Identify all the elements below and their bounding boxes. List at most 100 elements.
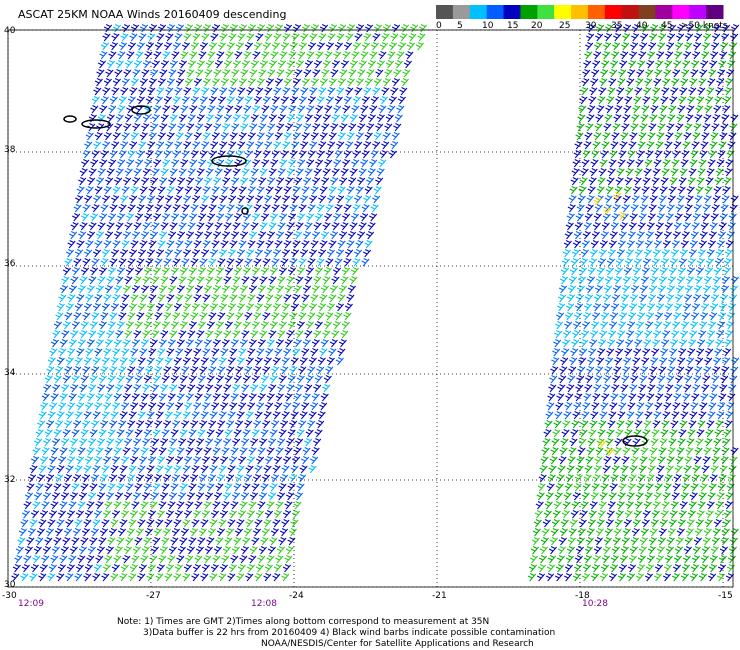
wind-barb bbox=[213, 231, 222, 240]
wind-barb bbox=[611, 294, 621, 303]
wind-barb bbox=[171, 159, 180, 168]
wind-barb bbox=[325, 42, 335, 51]
wind-barb bbox=[685, 276, 695, 285]
wind-barb bbox=[227, 303, 236, 312]
wind-barb bbox=[185, 339, 194, 348]
wind-barb bbox=[641, 357, 650, 366]
wind-barb bbox=[709, 474, 718, 483]
wind-barb bbox=[137, 465, 146, 474]
wind-barb bbox=[654, 564, 663, 573]
wind-barb bbox=[184, 294, 193, 303]
wind-barb bbox=[663, 483, 672, 492]
wind-barb bbox=[310, 78, 319, 87]
wind-barb bbox=[340, 276, 349, 285]
wind-barb bbox=[605, 186, 614, 195]
wind-barb bbox=[643, 420, 652, 429]
wind-barb bbox=[53, 483, 62, 492]
wind-barb bbox=[155, 303, 164, 312]
pass-time: 12:08 bbox=[251, 599, 277, 609]
wind-barb bbox=[135, 474, 145, 483]
wind-barb bbox=[689, 411, 698, 420]
wind-barb bbox=[103, 402, 112, 411]
wind-barb bbox=[142, 438, 151, 447]
wind-barb bbox=[137, 411, 146, 420]
wind-barb bbox=[671, 78, 680, 87]
wind-barb bbox=[212, 501, 221, 510]
wind-barb bbox=[326, 303, 335, 312]
wind-barb bbox=[596, 267, 605, 276]
wind-barb bbox=[641, 519, 650, 528]
wind-barb bbox=[94, 240, 103, 249]
wind-barb bbox=[306, 159, 315, 168]
wind-barb bbox=[141, 69, 150, 78]
wind-barb bbox=[348, 69, 357, 78]
wind-barb bbox=[644, 411, 653, 420]
wind-barb bbox=[204, 123, 213, 132]
wind-barb bbox=[632, 105, 641, 114]
wind-barb bbox=[317, 303, 326, 312]
wind-barb bbox=[117, 528, 126, 537]
wind-barb bbox=[286, 330, 295, 339]
wind-barb bbox=[387, 51, 396, 60]
wind-barb bbox=[719, 294, 729, 303]
wind-barb bbox=[331, 60, 340, 69]
wind-barb bbox=[125, 537, 134, 546]
wind-barb bbox=[692, 546, 701, 555]
wind-barb bbox=[162, 213, 171, 222]
wind-barb bbox=[583, 393, 592, 402]
wind-barb bbox=[640, 447, 649, 456]
wind-barb bbox=[148, 78, 157, 87]
wind-barb bbox=[687, 177, 696, 186]
lon-label: -21 bbox=[432, 591, 447, 601]
wind-barb bbox=[394, 60, 403, 69]
wind-barb bbox=[635, 573, 645, 582]
wind-barb bbox=[725, 492, 734, 501]
wind-barb bbox=[611, 384, 620, 393]
wind-barb bbox=[107, 321, 116, 330]
wind-barb bbox=[108, 474, 118, 483]
wind-barb bbox=[685, 195, 694, 204]
wind-barb bbox=[252, 159, 261, 168]
wind-barb bbox=[672, 483, 681, 492]
wind-barb bbox=[248, 447, 257, 456]
wind-barb bbox=[680, 159, 689, 168]
wind-barb bbox=[200, 357, 209, 366]
wind-barb bbox=[576, 123, 585, 132]
wind-barb bbox=[337, 132, 346, 141]
wind-barb bbox=[313, 438, 322, 447]
wind-barb bbox=[229, 294, 238, 303]
wind-barb bbox=[684, 285, 694, 294]
wind-barb bbox=[686, 438, 695, 447]
wind-barb bbox=[683, 132, 692, 141]
wind-barb bbox=[179, 375, 188, 384]
wind-barb bbox=[173, 303, 182, 312]
wind-barb bbox=[332, 321, 341, 330]
wind-barb bbox=[655, 393, 664, 402]
wind-barb bbox=[564, 564, 573, 573]
wind-barb bbox=[597, 258, 606, 267]
wind-barb bbox=[616, 420, 625, 429]
wind-barb bbox=[182, 303, 191, 312]
wind-barb bbox=[211, 78, 220, 87]
wind-barb bbox=[148, 402, 157, 411]
wind-barb bbox=[616, 87, 625, 96]
wind-barb bbox=[151, 384, 160, 393]
wind-barb bbox=[184, 402, 193, 411]
wind-barb bbox=[555, 402, 564, 411]
wind-barb bbox=[231, 69, 240, 78]
wind-barb bbox=[48, 564, 57, 573]
wind-barb bbox=[121, 456, 130, 465]
wind-barb bbox=[304, 114, 313, 123]
wind-barb bbox=[283, 186, 292, 195]
wind-barb bbox=[243, 51, 252, 60]
wind-barb bbox=[589, 249, 598, 258]
wind-barb bbox=[95, 285, 104, 294]
wind-barb bbox=[633, 96, 642, 105]
wind-barb bbox=[83, 465, 92, 474]
wind-barb bbox=[184, 240, 193, 249]
wind-barb bbox=[724, 501, 733, 510]
wind-barb bbox=[247, 240, 256, 249]
wind-barb bbox=[128, 249, 138, 258]
wind-barb bbox=[644, 78, 653, 87]
wind-barb bbox=[689, 159, 698, 168]
